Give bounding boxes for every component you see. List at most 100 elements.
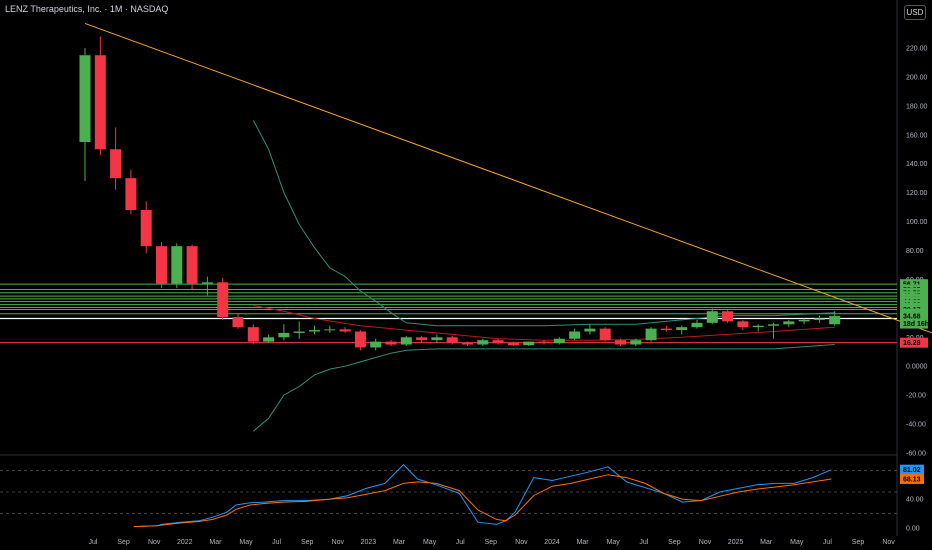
price-tick-label: -60.00 — [906, 451, 926, 458]
symbol-title: LENZ Therapeutics, Inc. · 1M · NASDAQ — [5, 4, 169, 14]
candle-body — [125, 178, 137, 210]
candle-body — [752, 325, 764, 328]
candle-body — [813, 318, 825, 320]
time-tick-label: Nov — [148, 539, 161, 546]
price-badge — [900, 337, 928, 348]
price-badge — [900, 311, 928, 322]
candle-body — [293, 331, 305, 333]
price-tick-label: -20.00 — [906, 393, 926, 400]
time-tick-label: Sep — [668, 539, 681, 546]
candle-body — [339, 329, 351, 332]
time-tick-label: Sep — [485, 539, 498, 546]
price-tick-label: 220.00 — [906, 46, 928, 53]
price-tick-label: 180.00 — [906, 103, 928, 110]
candle-body — [829, 316, 841, 325]
time-tick-label: May — [239, 539, 253, 546]
price-badge-label: 34.68 — [903, 314, 921, 321]
time-tick-label: Nov — [332, 539, 345, 546]
price-tick-label: 100.00 — [906, 219, 928, 226]
candle-body — [400, 337, 412, 345]
time-tick-label: Jul — [456, 539, 465, 546]
price-tick-label: 80.00 — [906, 248, 924, 255]
candle-body — [217, 282, 229, 318]
time-tick-label: Nov — [515, 539, 528, 546]
time-tick-label: Mar — [760, 539, 773, 546]
time-tick-label: Nov — [699, 539, 712, 546]
candle-body — [110, 149, 122, 179]
time-tick-label: 2025 — [728, 539, 744, 546]
candle-body — [171, 246, 183, 284]
trendline — [84, 22, 932, 334]
moving-average-line — [253, 305, 835, 341]
time-tick-label: May — [423, 539, 437, 546]
candle-body — [462, 343, 473, 345]
time-tick-label: 2022 — [177, 539, 193, 546]
candle-body — [798, 319, 810, 322]
candle-body — [232, 317, 244, 328]
oscillator-badge-label: 81.02 — [903, 467, 921, 474]
candle-body — [599, 328, 611, 341]
oscillator-tick-label: 40.00 — [906, 497, 924, 504]
price-tick-label: 0.0000 — [906, 364, 928, 371]
oscillator-d-line — [133, 474, 832, 528]
time-tick-label: Nov — [882, 539, 895, 546]
price-tick-label: 120.00 — [906, 190, 928, 197]
candle-body — [737, 321, 749, 328]
candle-body — [645, 328, 657, 341]
candle-body — [706, 311, 718, 323]
candle-body — [446, 337, 458, 344]
candle-body — [523, 341, 535, 346]
band-upper-line — [252, 120, 835, 327]
candle-body — [584, 328, 596, 332]
candle-body — [385, 341, 397, 345]
candle-body — [768, 324, 779, 326]
candle-body — [492, 340, 504, 344]
price-badge-label: 18d 16h — [903, 321, 929, 328]
price-tick-label: 200.00 — [906, 74, 928, 81]
time-tick-label: Sep — [852, 539, 865, 546]
candle-body — [247, 327, 259, 342]
candle-body — [660, 328, 672, 331]
candle-body — [691, 322, 703, 328]
oscillator-badge — [900, 464, 924, 475]
candle-body — [722, 311, 734, 322]
price-badge — [900, 279, 928, 290]
candle-body — [140, 210, 152, 247]
time-tick-label: Mar — [393, 539, 406, 546]
candle-body — [370, 341, 382, 348]
band-lower-line — [252, 344, 835, 432]
candle-body — [477, 340, 489, 345]
candle-body — [186, 246, 198, 284]
price-badge — [900, 318, 928, 329]
time-tick-label: Jul — [89, 539, 98, 546]
candle-body — [201, 282, 213, 284]
candle-body — [278, 332, 290, 338]
time-tick-label: Sep — [117, 539, 130, 546]
time-tick-label: May — [607, 539, 621, 546]
oscillator-tick-label: 0.00 — [906, 526, 920, 533]
time-tick-label: May — [790, 539, 804, 546]
candle-body — [156, 246, 167, 284]
candle-body — [79, 55, 91, 143]
price-badge-label: 16.28 — [903, 340, 921, 347]
candle-body — [676, 327, 688, 331]
time-tick-label: Mar — [209, 539, 222, 546]
candle-body — [324, 329, 336, 331]
oscillator-k-line — [133, 463, 832, 528]
time-tick-label: 2024 — [544, 539, 560, 546]
time-tick-label: Jul — [639, 539, 648, 546]
candle-body — [263, 337, 275, 342]
candle-body — [354, 331, 366, 348]
candle-body — [615, 340, 626, 345]
time-tick-label: Sep — [301, 539, 314, 546]
price-tick-label: 140.00 — [906, 161, 928, 168]
time-tick-label: Mar — [577, 539, 590, 546]
candle-body — [783, 321, 795, 325]
candle-body — [431, 337, 443, 341]
candle-body — [569, 331, 581, 339]
candle-body — [94, 55, 106, 150]
candle-body — [416, 337, 428, 341]
currency-button[interactable]: USD — [904, 5, 926, 20]
